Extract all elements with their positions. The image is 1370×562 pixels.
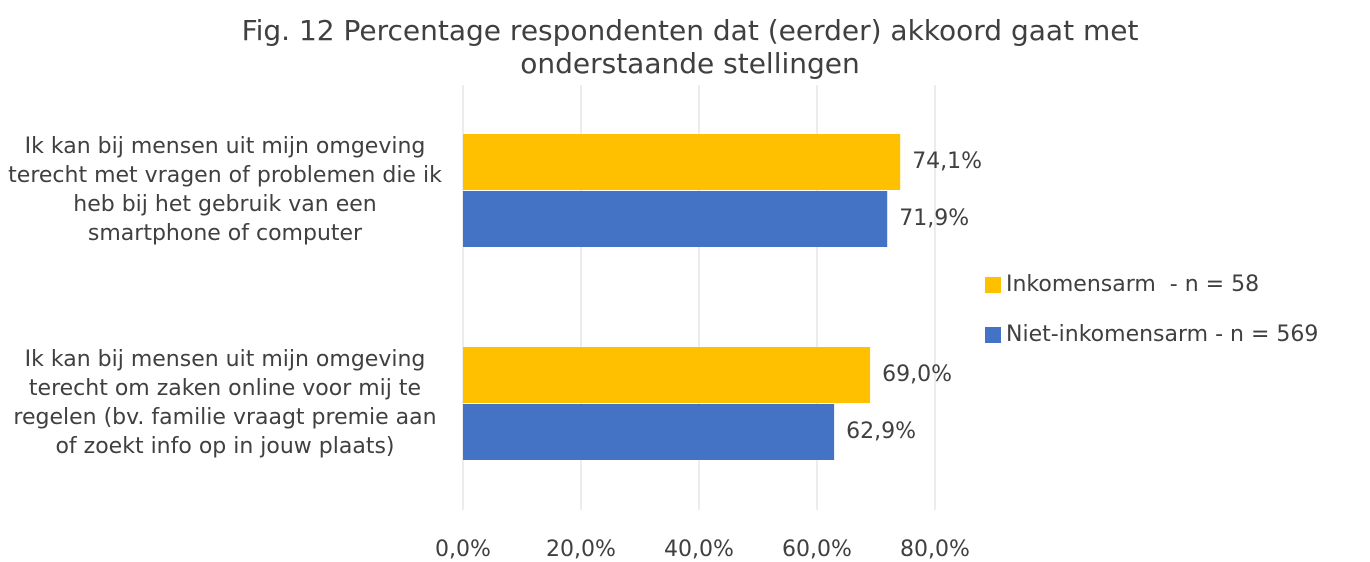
bar xyxy=(463,134,901,190)
bar xyxy=(463,347,871,403)
x-tick-label: 80,0% xyxy=(900,537,970,562)
legend-label: Niet-inkomensarm - n = 569 xyxy=(1006,322,1318,347)
chart-title: Fig. 12 Percentage respondenten dat (eer… xyxy=(241,14,1139,80)
category-label: Ik kan bij mensen uit mijn omgeving tere… xyxy=(8,134,442,246)
x-tick-label: 20,0% xyxy=(546,537,616,562)
x-tick-label: 40,0% xyxy=(664,537,734,562)
legend-swatch xyxy=(985,327,1001,343)
x-tick-label: 0,0% xyxy=(435,537,491,562)
data-label: 62,9% xyxy=(846,419,916,444)
data-label: 69,0% xyxy=(882,362,952,387)
legend-swatch xyxy=(985,277,1001,293)
data-label: 71,9% xyxy=(899,206,969,231)
data-label: 74,1% xyxy=(912,149,982,174)
legend-label: Inkomensarm - n = 58 xyxy=(1006,272,1259,297)
bar xyxy=(463,404,835,460)
category-label: Ik kan bij mensen uit mijn omgeving tere… xyxy=(13,347,437,459)
x-tick-label: 60,0% xyxy=(782,537,852,562)
bar xyxy=(463,191,888,247)
